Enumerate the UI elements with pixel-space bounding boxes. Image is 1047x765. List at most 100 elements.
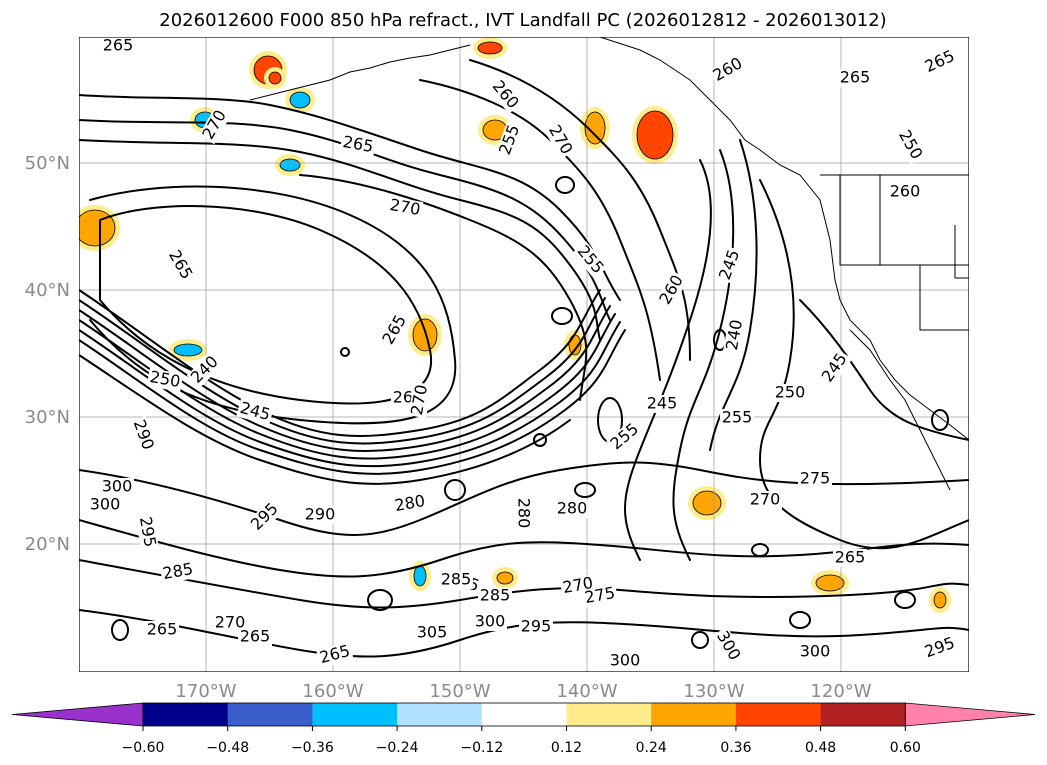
contour-label: 250 [775, 383, 806, 402]
contour-label-bg [478, 587, 512, 605]
contour-cell [367, 589, 393, 611]
contour-cell [533, 433, 547, 447]
contour-label: 290 [305, 505, 336, 524]
contour-label-bg [708, 53, 748, 87]
coastlines [249, 37, 969, 491]
contour-cell [574, 482, 596, 498]
contour-label-bg [487, 76, 523, 114]
contour-cell [551, 307, 573, 325]
contour-label: 285 [441, 570, 472, 589]
colorbar-segment [651, 703, 737, 726]
contour-label-bg [135, 513, 159, 551]
contour-label-bg [817, 348, 853, 388]
contour-line [79, 354, 571, 485]
anomaly-patch [268, 71, 282, 85]
contour-label-bg [415, 624, 449, 642]
contour-label-bg [572, 241, 608, 279]
colorbar-tick-label: −0.24 [376, 740, 419, 756]
contour-label: 280 [515, 498, 534, 529]
contour-line [79, 289, 601, 437]
contour-label: 270 [750, 490, 781, 509]
contour-label-bg [238, 628, 272, 646]
contour-label-bg [514, 496, 532, 530]
anomaly-patch [413, 565, 427, 587]
contour-line [79, 519, 969, 578]
contour-cell [340, 347, 350, 357]
contour-label: 295 [521, 617, 552, 636]
longitude-labels: 170°W 160°W 150°W 140°W 130°W 120°W [175, 681, 871, 702]
map-title: 2026012600 F000 850 hPa refract., IVT La… [159, 10, 886, 31]
contour-line [79, 313, 616, 460]
contour-label: 300 [102, 477, 133, 496]
colorbar-extend-max [904, 702, 1036, 727]
contour-label-bg [145, 621, 179, 639]
contour-line [79, 297, 606, 445]
contour-label: 300 [610, 651, 641, 670]
contour-label-bg [236, 398, 274, 426]
contour-label: 245 [647, 394, 678, 413]
contour-label-bg [723, 316, 747, 354]
contour-line [79, 305, 611, 453]
anomaly-patch [79, 209, 116, 247]
colorbar-segment [227, 703, 313, 726]
contour-label: 300 [800, 642, 831, 661]
colorbar-tick-label: −0.12 [460, 740, 503, 756]
contour-cell [789, 611, 811, 629]
anomaly-patch [933, 591, 947, 609]
contour-label: 265 [240, 627, 271, 646]
contour-label: 265 [103, 36, 134, 55]
contour-label-bg [655, 270, 689, 310]
anomaly-patch [412, 318, 438, 352]
colorbar-tick-label: 0.48 [805, 740, 836, 756]
colorbar-extend-min [11, 702, 144, 727]
colorbar: −0.60 −0.48 −0.36 −0.24 −0.12 0.12 0.24 0.36 0.4… [11, 702, 1036, 756]
contour-line [759, 179, 969, 550]
contour-label-bg [893, 125, 927, 165]
contour-label-bg [888, 183, 922, 201]
colorbar-segment [397, 703, 483, 726]
colorbar-segment [820, 703, 906, 726]
contour-label-bg [386, 196, 424, 220]
colorbar-segment [143, 703, 229, 726]
contour-label: 260 [890, 182, 921, 201]
colorbar-outline [142, 702, 906, 727]
anomaly-patch [584, 111, 606, 145]
contour-label-bg [378, 310, 412, 350]
contour-line [79, 321, 621, 468]
contour-label-bg [645, 395, 679, 413]
lat-label-30n: 30°N [25, 407, 70, 428]
contour-label: 270 [215, 613, 246, 632]
contour-line [419, 79, 661, 381]
contour-label-bg [715, 245, 745, 285]
lat-label-40n: 40°N [25, 280, 70, 301]
contour-cell [894, 591, 916, 609]
anomaly-patch [279, 158, 301, 172]
contour-label-bg [88, 496, 122, 514]
anomaly-patch [636, 110, 674, 160]
contour-label: 265 [835, 548, 866, 567]
anomaly-patch [173, 343, 203, 357]
colorbar-segment [735, 703, 822, 726]
contour-label-bg [920, 46, 960, 78]
anomaly-patch [815, 574, 845, 592]
contour-label-bg [101, 37, 135, 55]
lat-label-20n: 20°N [25, 534, 70, 555]
contour-cell [555, 176, 575, 194]
colorbar-tick-label: −0.48 [206, 740, 249, 756]
contour-label: 265 [147, 620, 178, 639]
contour-cell [931, 409, 949, 431]
anomaly-patch [692, 490, 722, 516]
contour-label-bg [303, 506, 337, 524]
colorbar-segment [312, 703, 398, 726]
lon-label-150w: 150°W [429, 681, 490, 702]
contour-label-bg [798, 470, 832, 488]
contour-label-bg [543, 120, 577, 160]
contour-label-bg [833, 549, 867, 567]
colorbar-tick-label: −0.36 [291, 740, 334, 756]
contour-label-bg [519, 618, 553, 636]
contour-label-bg [773, 384, 807, 402]
contour-label-bg [720, 409, 754, 427]
contour-label-bg [439, 571, 473, 589]
contour-label-bg [159, 560, 197, 584]
lon-label-130w: 130°W [683, 681, 744, 702]
